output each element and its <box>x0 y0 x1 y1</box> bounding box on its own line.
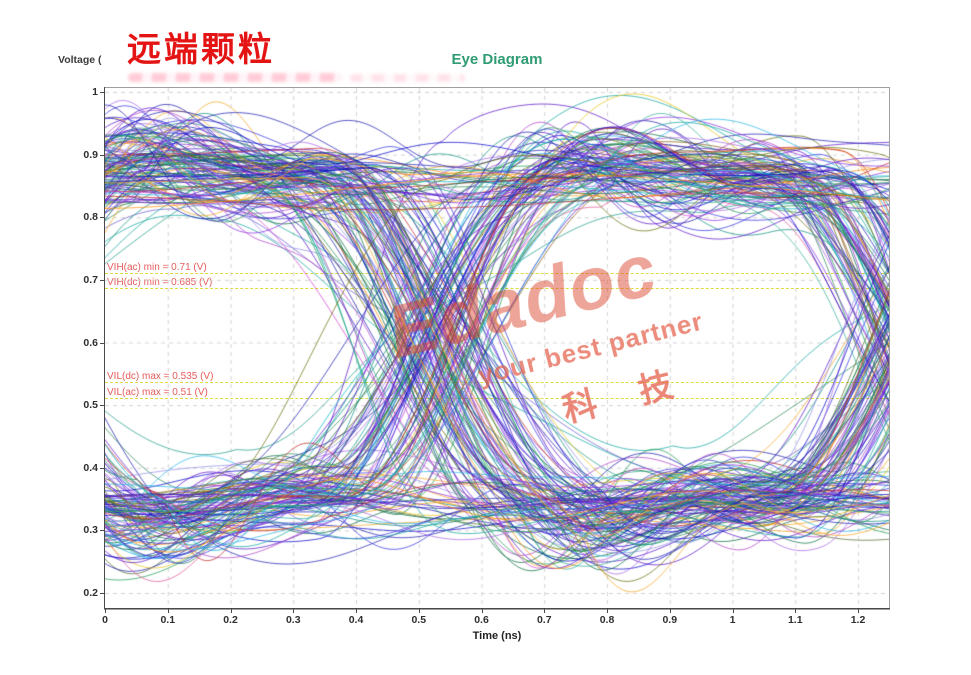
chart-title: Eye Diagram <box>451 51 543 68</box>
y-tick-mark <box>100 342 104 344</box>
x-tick-label: 0.7 <box>536 614 552 626</box>
y-tick-mark <box>100 92 104 93</box>
x-tick-mark <box>858 609 859 613</box>
eye-diagram-canvas <box>105 88 889 608</box>
x-tick-mark <box>230 609 232 613</box>
x-tick-mark <box>167 609 169 613</box>
y-tick-mark <box>100 405 104 407</box>
y-tick-mark <box>100 530 104 532</box>
y-tick-label: 1 <box>92 86 98 98</box>
x-tick-mark <box>418 609 420 613</box>
pink-smudge-2 <box>350 74 465 82</box>
y-tick-mark <box>100 217 104 219</box>
x-tick-mark <box>669 609 671 613</box>
x-tick-label: 0.3 <box>285 614 301 626</box>
x-tick-mark <box>356 609 357 613</box>
y-tick-label: 0.4 <box>83 461 98 474</box>
x-tick-label: 1.2 <box>850 614 866 626</box>
y-axis-line <box>104 87 105 609</box>
y-tick-mark <box>100 154 104 156</box>
x-tick-label: 0.2 <box>223 614 238 626</box>
y-tick-mark <box>100 593 104 594</box>
y-tick-label: 0.8 <box>83 211 98 224</box>
x-tick-label: 0.1 <box>160 614 176 626</box>
y-tick-label: 0.3 <box>83 524 98 537</box>
y-tick-label: 0.6 <box>83 336 98 349</box>
page-title-cn: 远端颗粒 <box>127 31 275 69</box>
x-tick-label: 1 <box>729 614 736 626</box>
x-tick-label: 0.9 <box>662 614 678 626</box>
y-tick-mark <box>100 467 104 469</box>
x-tick-mark <box>293 609 295 613</box>
y-tick-label: 0.9 <box>83 148 98 161</box>
y-tick-label: 0.7 <box>83 273 98 286</box>
pink-smudge <box>128 73 343 82</box>
x-tick-label: 0.4 <box>348 614 364 626</box>
x-tick-mark <box>544 609 546 613</box>
x-tick-mark <box>732 609 734 613</box>
x-axis-line <box>104 608 890 609</box>
x-tick-label: 0.6 <box>474 614 489 626</box>
x-tick-label: 0.5 <box>411 614 427 626</box>
x-tick-label: 0.8 <box>599 614 615 626</box>
x-tick-label: 1.1 <box>787 614 803 626</box>
x-tick-label: 0 <box>102 614 108 626</box>
x-axis-label: Time (ns) <box>472 630 522 642</box>
x-tick-mark <box>795 609 797 613</box>
y-tick-label: 0.2 <box>83 587 98 599</box>
x-tick-mark <box>481 609 483 613</box>
y-axis-label: Voltage ( <box>58 54 102 66</box>
y-tick-mark <box>100 279 104 281</box>
y-tick-label: 0.5 <box>83 399 98 412</box>
x-tick-mark <box>607 609 608 613</box>
x-tick-mark <box>105 609 106 613</box>
